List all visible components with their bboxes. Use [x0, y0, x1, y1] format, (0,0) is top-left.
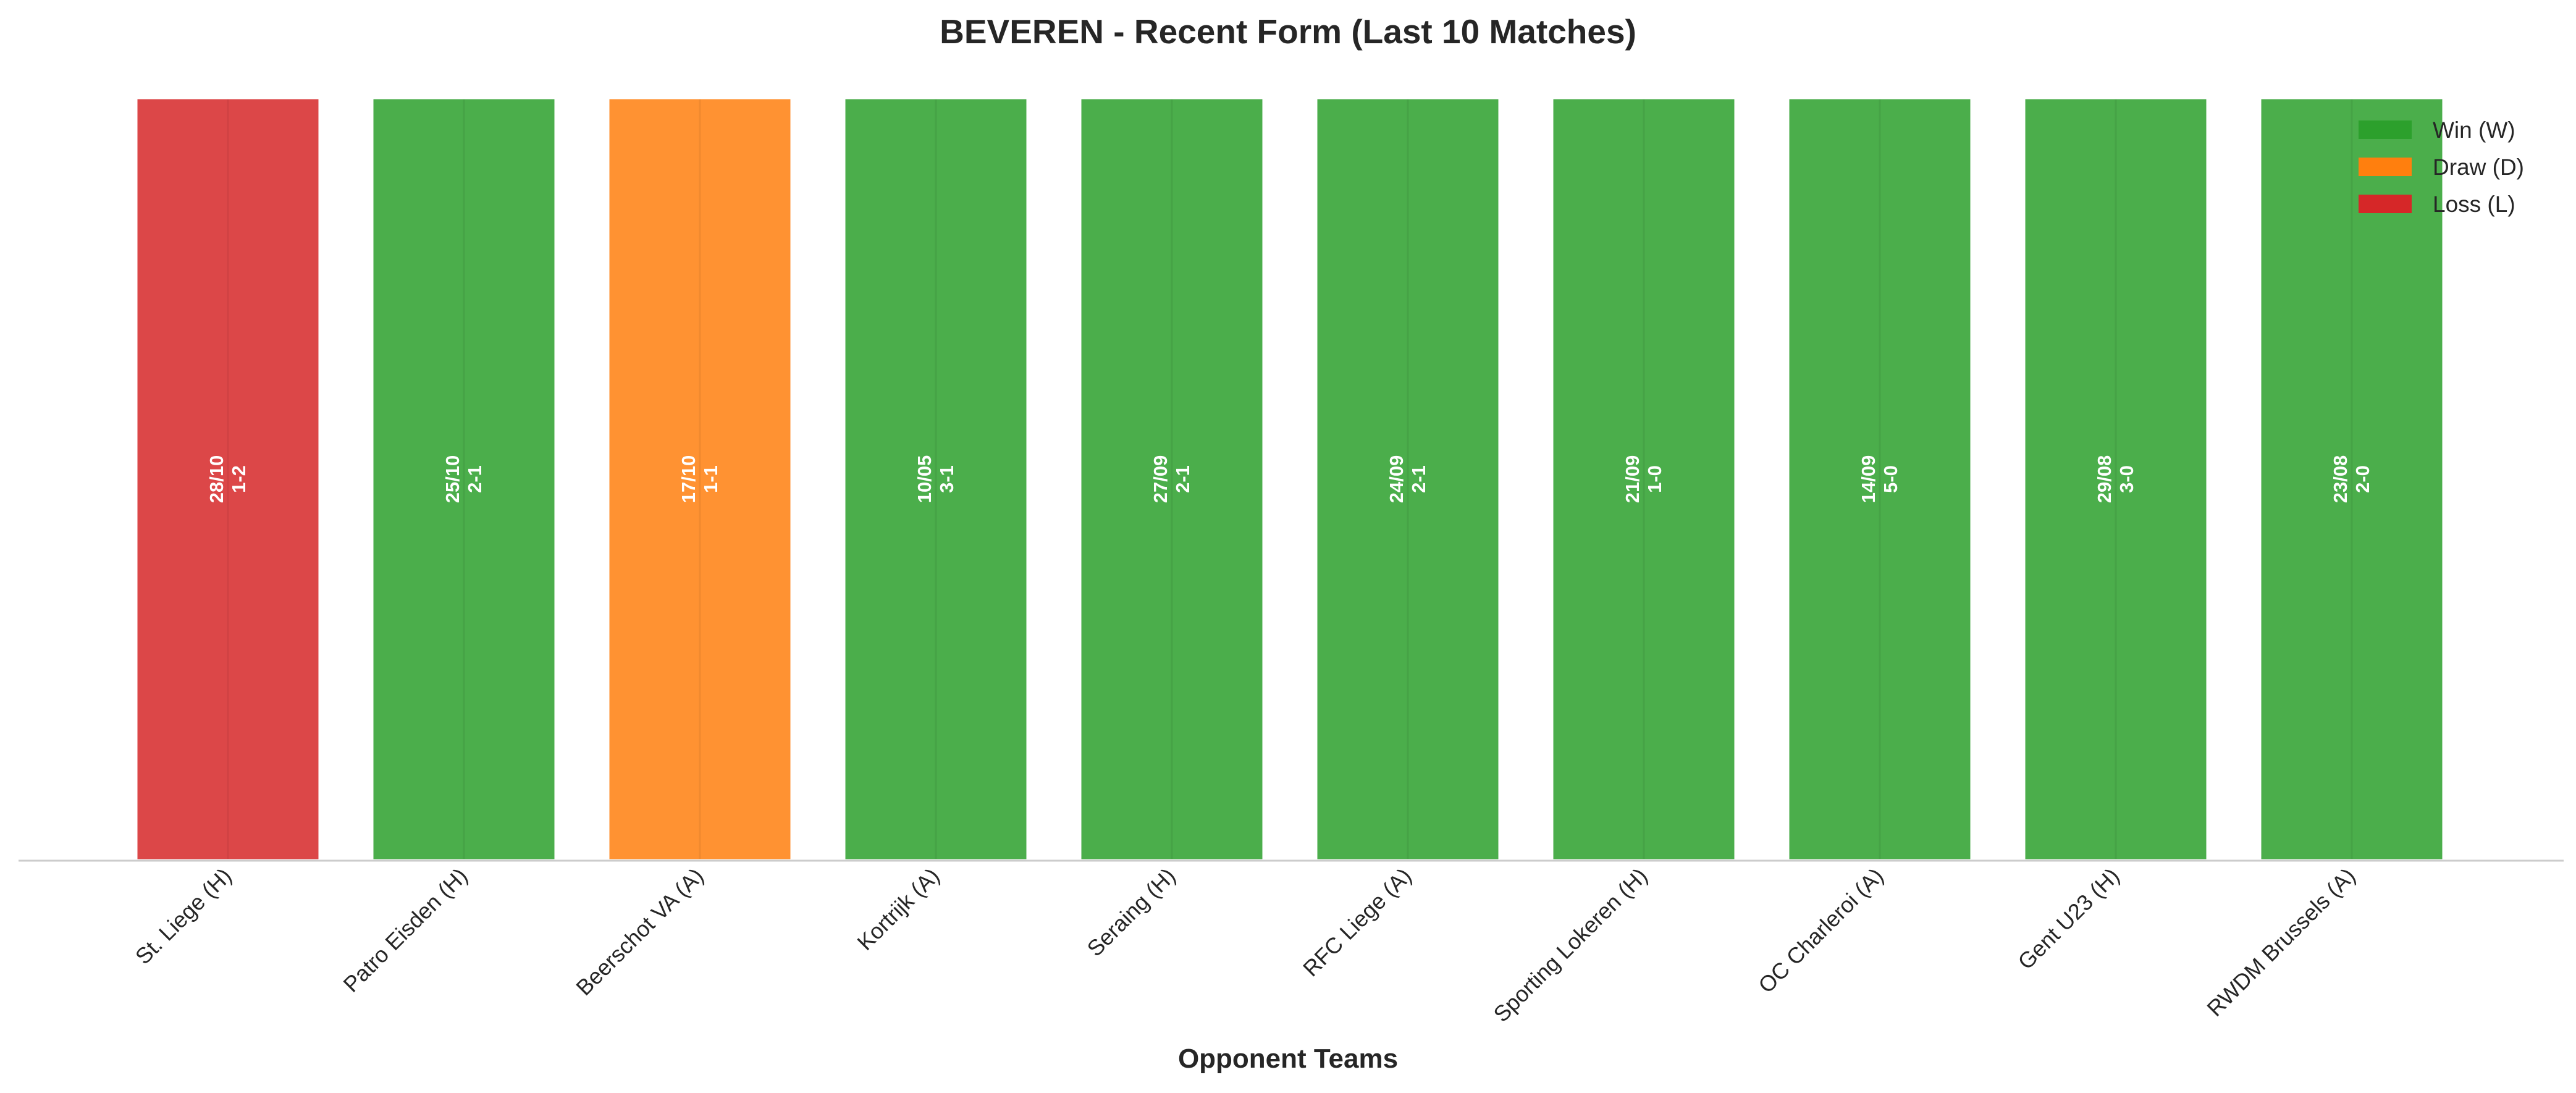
bar-label-date: 28/10: [206, 455, 227, 504]
bar-label-score: 3-1: [936, 465, 958, 493]
bar-2: [370, 96, 558, 863]
bar-label: 23/082-0: [2330, 455, 2373, 504]
bar-label: 14/095-0: [1858, 455, 1901, 504]
x-tick-label: RFC Liege (A): [1298, 863, 1416, 982]
bar-label: 29/083-0: [2094, 455, 2137, 504]
bar-label: 28/101-2: [206, 455, 250, 504]
x-tick-label: Sporting Lokeren (H): [1488, 863, 1652, 1027]
bar-label-date: 29/08: [2094, 455, 2115, 504]
bar-label: 10/053-1: [914, 455, 958, 504]
legend-swatch: [2359, 195, 2412, 213]
bar-label-score: 5-0: [1880, 465, 1901, 493]
bar-1: [134, 96, 322, 863]
x-tick-label: RWDM Brussels (A): [2202, 863, 2360, 1021]
bar-4: [842, 96, 1030, 863]
bar-3: [606, 96, 794, 863]
x-tick-label: Seraing (H): [1082, 863, 1181, 961]
bar-label-date: 23/08: [2330, 455, 2351, 504]
x-tick-label: Beerschot VA (A): [571, 863, 708, 1000]
bar-label: 21/091-0: [1622, 455, 1665, 504]
bar-10: [2258, 96, 2446, 863]
bar-label-date: 17/10: [678, 455, 699, 504]
bar-label-score: 1-0: [1644, 465, 1665, 493]
bar-label-score: 2-0: [2352, 465, 2373, 493]
bar-label-date: 25/10: [442, 455, 463, 504]
x-tick-label: Patro Eisden (H): [338, 863, 472, 997]
bar-label-score: 2-1: [464, 465, 486, 493]
x-tick-label: Gent U23 (H): [2013, 863, 2124, 974]
bar-label-score: 1-1: [700, 465, 722, 493]
legend-swatch: [2359, 158, 2412, 176]
legend-swatch: [2359, 120, 2412, 139]
legend-label: Loss (L): [2433, 192, 2515, 217]
bars-group: 28/101-2 25/102-1 17/101-1 10/053-1 27/092-1…: [134, 96, 2446, 863]
bar-label: 17/101-1: [678, 455, 722, 504]
x-tick-label: OC Charleroi (A): [1753, 863, 1888, 998]
bar-label: 24/092-1: [1386, 455, 1429, 504]
bar-label-score: 3-0: [2116, 465, 2137, 493]
bar-label: 27/092-1: [1150, 455, 1193, 504]
bar-7: [1550, 96, 1738, 863]
bar-label-date: 10/05: [914, 455, 935, 504]
bar-label-date: 27/09: [1150, 455, 1171, 504]
x-tick-label: Kortrijk (A): [852, 863, 944, 955]
bar-5: [1078, 96, 1266, 863]
legend: Win (W) Draw (D) Loss (L): [2359, 117, 2524, 217]
bar-label-date: 21/09: [1622, 455, 1643, 504]
chart-title: BEVEREN - Recent Form (Last 10 Matches): [940, 12, 1636, 51]
x-tick-label: St. Liege (H): [130, 863, 237, 969]
bar-label-score: 2-1: [1408, 465, 1429, 493]
bar-label-score: 2-1: [1172, 465, 1193, 493]
bar-label-score: 1-2: [228, 465, 250, 493]
legend-label: Draw (D): [2433, 154, 2524, 180]
x-axis-label: Opponent Teams: [1178, 1044, 1398, 1074]
x-tick-labels: St. Liege (H) Patro Eisden (H) Beerschot V…: [130, 863, 2360, 1027]
legend-label: Win (W): [2433, 117, 2515, 143]
bar-6: [1314, 96, 1502, 863]
bar-label-date: 14/09: [1858, 455, 1879, 504]
bar-label-date: 24/09: [1386, 455, 1407, 504]
bar-label: 25/102-1: [442, 455, 486, 504]
